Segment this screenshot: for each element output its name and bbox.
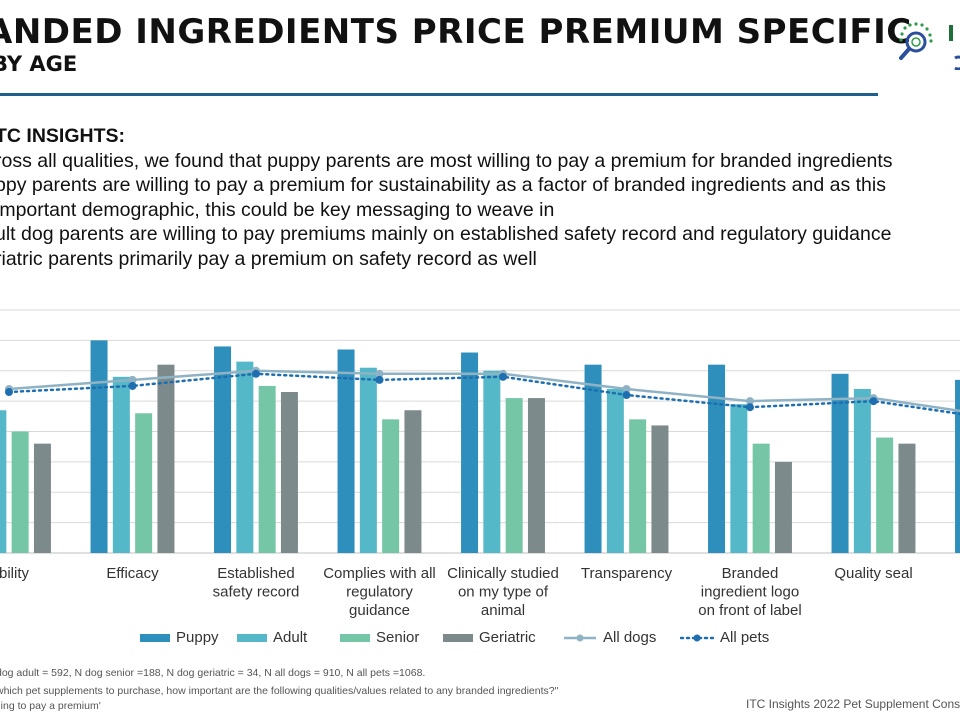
insight-line: ult dog parents are willing to pay premi…: [0, 223, 892, 246]
magnifier-globe-icon: [897, 20, 960, 70]
bar-adult: [236, 361, 254, 553]
point-all-dogs: [128, 375, 137, 384]
category-label: Efficacy: [106, 565, 159, 582]
category-label: Complies with all: [323, 565, 436, 582]
title-divider: [0, 93, 878, 96]
bar-adult: [853, 388, 871, 553]
bar-senior: [382, 419, 400, 553]
category-label: safety record: [213, 584, 300, 601]
legend-label: Geriatric: [479, 629, 536, 646]
legend-label: All pets: [720, 629, 770, 646]
category-label: on front of label: [698, 602, 801, 619]
legend-swatch: [140, 633, 170, 642]
legend-label: All dogs: [603, 629, 657, 646]
point-all-pets: [622, 391, 631, 400]
legend-swatch: [680, 634, 714, 641]
legend-item-all-dogs: All dogs: [563, 629, 656, 646]
insight-line: riatric parents primarily pay a premium …: [0, 247, 537, 270]
legend-label: Adult: [273, 629, 308, 646]
category-label: ingredient logo: [701, 584, 799, 601]
legend-item-all-pets: All pets: [680, 629, 769, 646]
bar-senior: [505, 398, 523, 553]
legend-swatch: [564, 634, 596, 641]
bar-puppy: [584, 364, 602, 553]
bar-geriatric: [157, 364, 175, 553]
bar-puppy: [90, 340, 108, 553]
bar-senior: [876, 437, 894, 553]
legend-item-geriatric: Geriatric: [443, 629, 536, 646]
legend-item-senior: Senior: [340, 629, 419, 646]
bar-adult: [359, 367, 377, 553]
bar-geriatric: [898, 443, 916, 553]
category-label: Clinically studied: [447, 565, 559, 582]
footnote-scale: lling to pay a premium': [0, 700, 101, 712]
bar-geriatric: [774, 461, 792, 553]
legend-label: Puppy: [176, 629, 219, 646]
point-all-pets: [252, 369, 260, 378]
footnote-sample-sizes: dog adult = 592, N dog senior =188, N do…: [0, 667, 426, 679]
insight-line: ross all qualities, we found that puppy …: [0, 149, 893, 172]
bar-puppy: [955, 379, 960, 553]
bar-puppy: [831, 373, 849, 553]
point-all-pets: [128, 381, 137, 390]
category-label: regulatory: [346, 584, 413, 601]
point-all-dogs: [375, 369, 384, 378]
point-all-pets: [5, 388, 13, 397]
legend-label: Senior: [376, 629, 420, 646]
point-all-pets: [499, 372, 507, 381]
category-label: animal: [481, 602, 525, 619]
bar-senior: [752, 443, 770, 553]
category-label: Quality seal: [834, 565, 912, 582]
bar-puppy: [461, 352, 479, 553]
bar-senior: [11, 431, 29, 553]
legend-item-adult: Adult: [237, 629, 307, 646]
bar-puppy: [708, 364, 726, 553]
legend-item-puppy: Puppy: [140, 629, 219, 646]
category-label: Established: [217, 565, 295, 582]
category-label: Branded: [722, 565, 779, 582]
insight-line: ppy parents are willing to pay a premium…: [0, 174, 886, 197]
bar-puppy: [337, 349, 355, 553]
point-all-pets: [375, 375, 384, 384]
footnote-question: which pet supplements to purchase, how i…: [0, 685, 559, 697]
page-title: ANDED INGREDIENTS PRICE PREMIUM SPECIFIC: [0, 12, 912, 52]
bar-adult: [606, 388, 624, 553]
bar-adult: [112, 376, 130, 553]
page-subtitle: BY AGE: [0, 52, 78, 76]
bar-geriatric: [280, 392, 298, 553]
bar-adult: [483, 370, 501, 553]
bar-senior: [258, 385, 276, 553]
point-all-pets: [869, 397, 878, 406]
bar-geriatric: [651, 425, 669, 553]
bar-senior: [629, 419, 647, 553]
source-credit: ITC Insights 2022 Pet Supplement Cons: [746, 697, 960, 711]
category-label: Transparency: [581, 565, 673, 582]
category-label: guidance: [349, 602, 410, 619]
point-all-pets: [746, 403, 754, 412]
legend-swatch: [237, 633, 267, 642]
bar-geriatric: [404, 410, 422, 553]
category-label: bility: [0, 565, 29, 582]
legend-swatch: [340, 633, 370, 642]
bar-senior: [135, 413, 153, 553]
bar-adult: [730, 404, 748, 553]
price-premium-chart: bility Efficacy Established safety record Co…: [0, 309, 960, 619]
category-label: on my type of: [458, 584, 549, 601]
insights-heading: TC INSIGHTS:: [0, 125, 125, 147]
bar-puppy: [214, 346, 232, 553]
point-all-dogs: [622, 384, 631, 393]
point-all-dogs: [746, 397, 754, 406]
bar-geriatric: [527, 398, 545, 553]
insight-line: important demographic, this could be key…: [0, 198, 555, 221]
insights-block: TC INSIGHTS: ross all qualities, we foun…: [0, 124, 960, 272]
bar-adult: [0, 410, 7, 553]
bar-geriatric: [33, 443, 51, 553]
legend-swatch: [443, 633, 473, 642]
